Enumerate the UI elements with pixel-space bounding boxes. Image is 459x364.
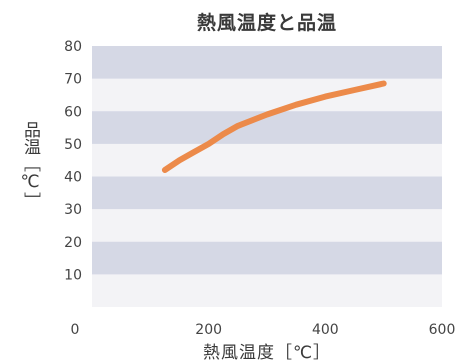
x-tick-label: 600 — [429, 322, 456, 338]
y-tick-label: 60 — [64, 104, 82, 120]
y-tick-label: 80 — [64, 39, 82, 55]
y-tick-label: 20 — [64, 235, 82, 251]
y-axis-label: 品温［℃］ — [20, 121, 40, 209]
series-line — [161, 80, 387, 173]
y-tick-label: 30 — [64, 202, 82, 218]
y-tick-label: 70 — [64, 72, 82, 88]
x-tick-label: 0 — [71, 322, 80, 338]
grid-band — [92, 46, 442, 79]
grid-band — [92, 176, 442, 210]
y-tick-label: 10 — [64, 267, 82, 283]
grid-band — [92, 241, 442, 275]
y-tick-label: 40 — [64, 170, 82, 186]
x-axis-label: 熱風温度［℃］ — [202, 343, 332, 363]
chart-title: 熱風温度と品温 — [196, 12, 337, 34]
y-tick-label: 50 — [64, 137, 82, 153]
x-tick-label: 400 — [312, 322, 339, 338]
x-tick-label: 200 — [195, 322, 222, 338]
